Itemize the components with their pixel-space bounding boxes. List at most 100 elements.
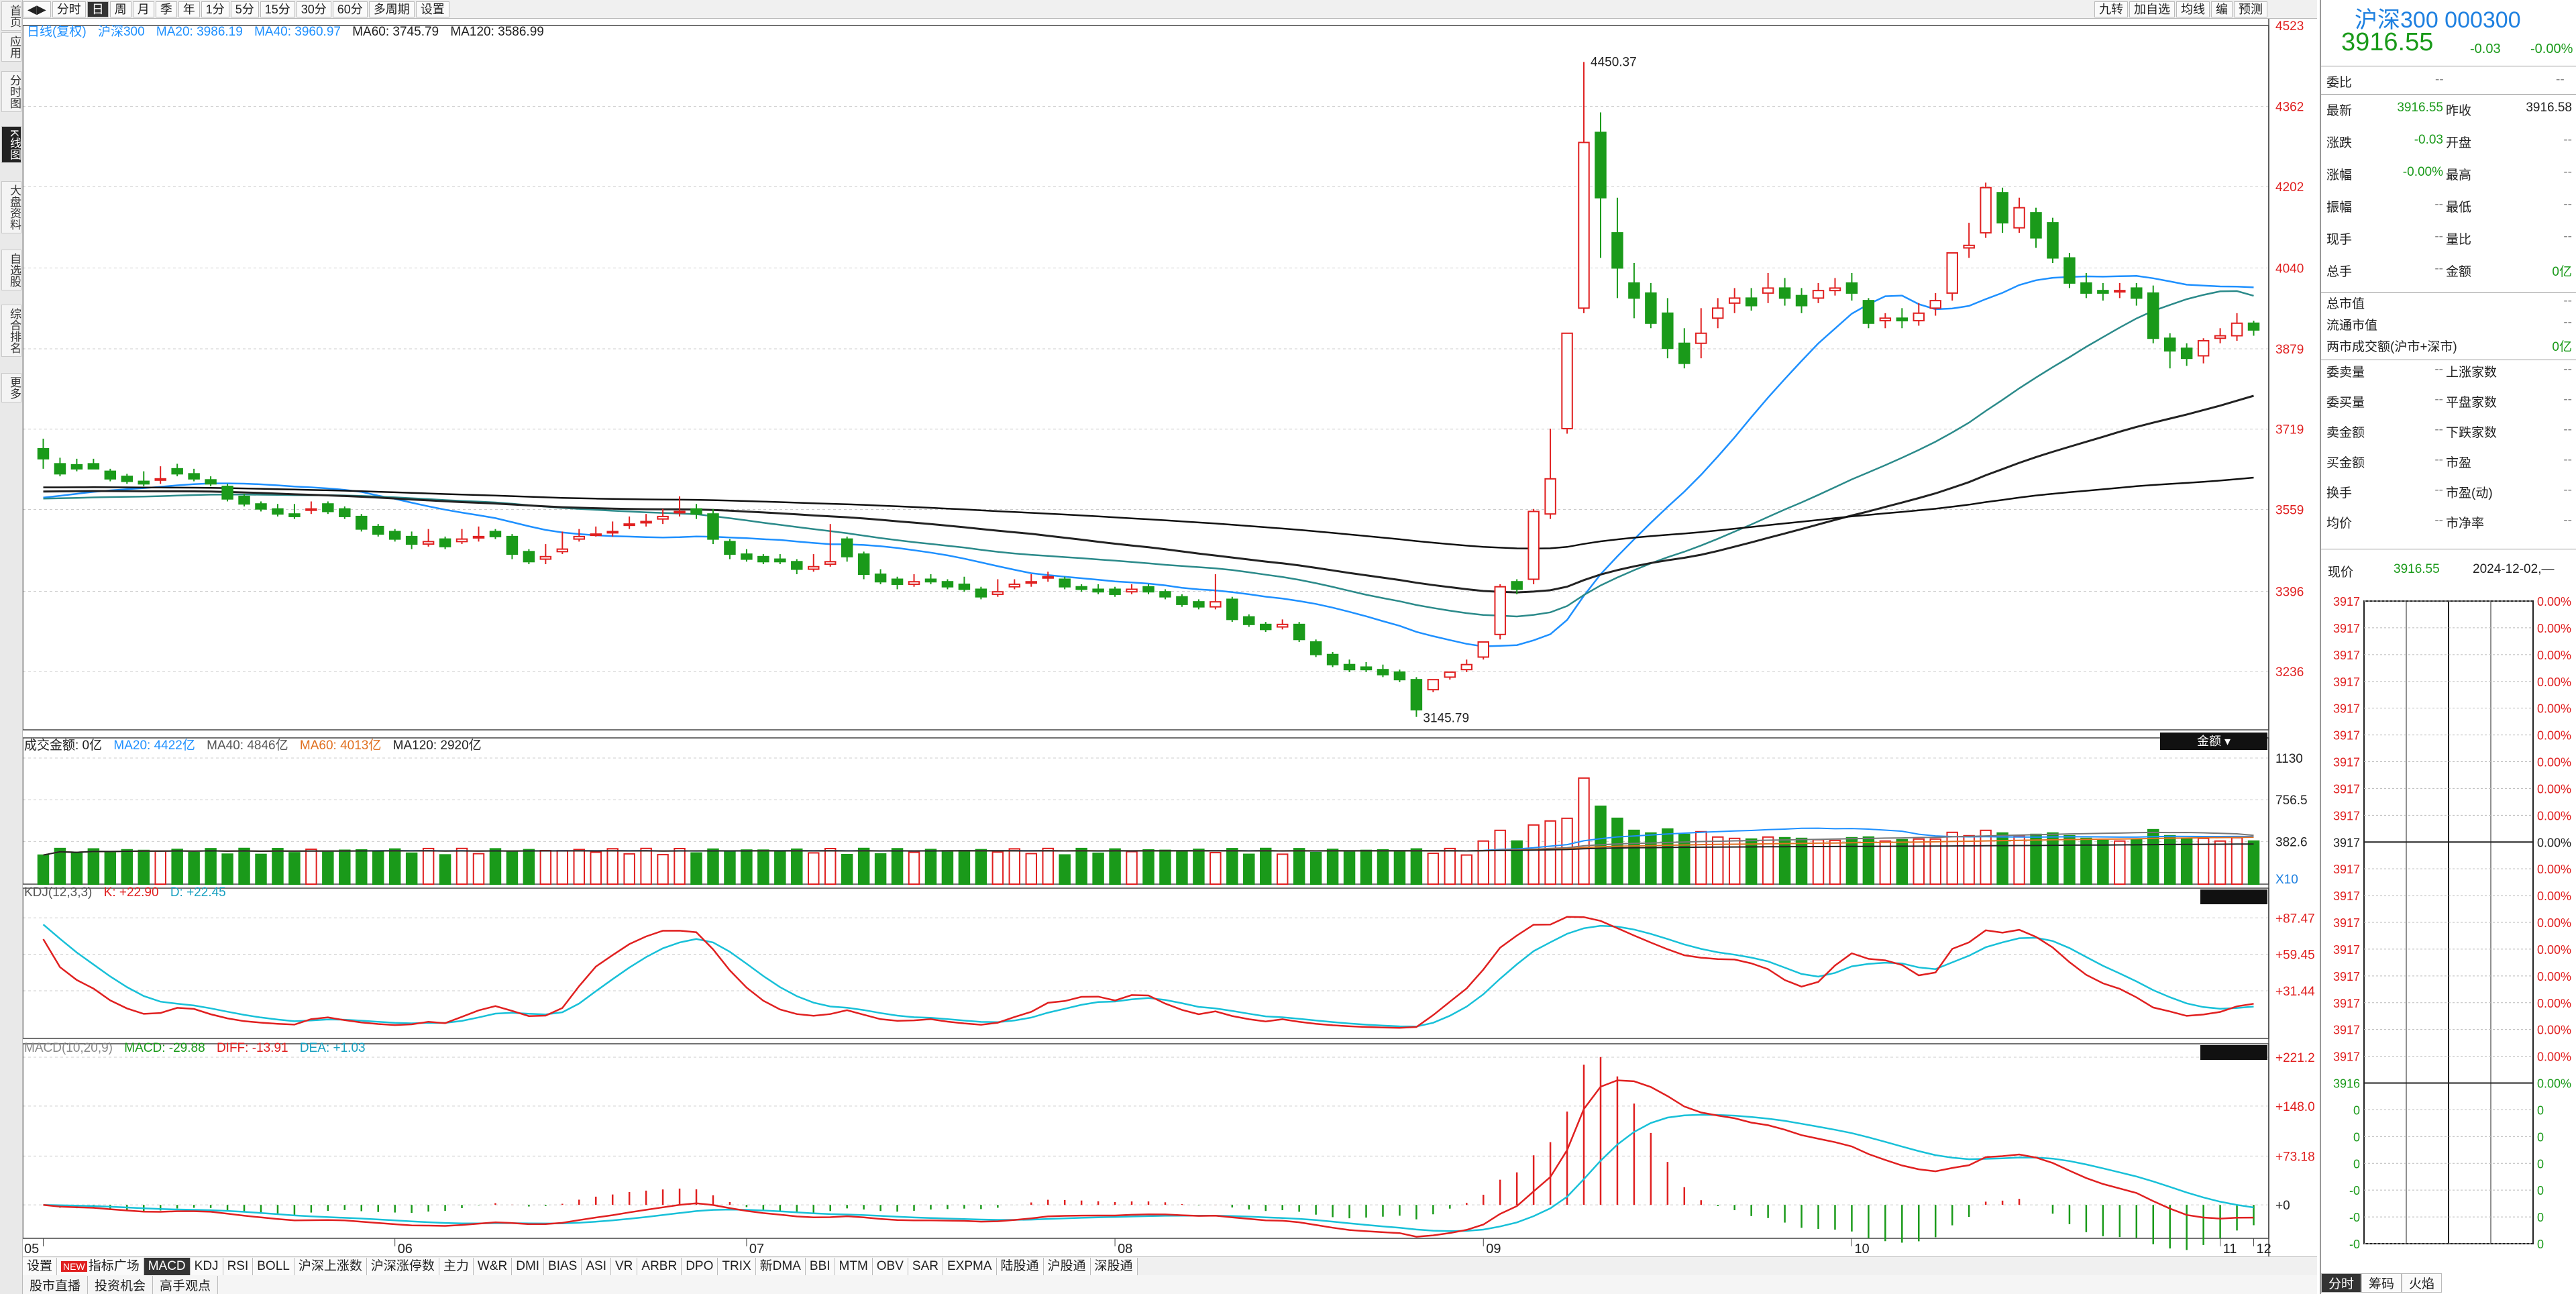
candle[interactable] (87, 458, 100, 470)
candle[interactable] (857, 551, 870, 580)
candle[interactable] (1343, 659, 1356, 672)
nav-back-arrow[interactable]: ◀▶ (23, 1, 51, 17)
period-tab-4[interactable]: 季 (155, 1, 177, 17)
candle[interactable] (2063, 253, 2076, 288)
candle[interactable] (590, 526, 602, 537)
candle[interactable] (1142, 584, 1155, 594)
kdj-param-button[interactable] (2200, 889, 2267, 904)
candle[interactable] (1008, 579, 1021, 590)
candle[interactable] (1427, 679, 1440, 692)
indicator-tab-16[interactable]: TRIX (718, 1257, 756, 1275)
top-tool-1[interactable]: 加自选 (2129, 1, 2175, 17)
indicator-tab-20[interactable]: OBV (872, 1257, 908, 1275)
candle[interactable] (1762, 272, 1774, 303)
candle[interactable] (556, 531, 569, 555)
candle[interactable] (724, 539, 736, 559)
candle[interactable] (891, 576, 904, 590)
indicator-tab-4[interactable]: RSI (223, 1257, 254, 1275)
top-tool-4[interactable]: 预测 (2234, 1, 2267, 17)
left-nav-item-3[interactable]: K线图 (1, 126, 21, 164)
candle[interactable] (1276, 619, 1289, 630)
candle[interactable] (2147, 285, 2159, 343)
candle[interactable] (2197, 338, 2210, 364)
period-tab-9[interactable]: 30分 (296, 1, 331, 17)
candle[interactable] (489, 529, 502, 539)
candle[interactable] (1628, 262, 1640, 319)
candle[interactable] (439, 536, 451, 549)
candle[interactable] (154, 466, 166, 484)
candle[interactable] (2097, 282, 2109, 301)
candle[interactable] (188, 468, 200, 482)
candle[interactable] (1259, 622, 1272, 633)
candle[interactable] (2180, 343, 2193, 366)
candle[interactable] (2013, 197, 2025, 233)
candle[interactable] (1075, 584, 1087, 592)
candle[interactable] (2080, 272, 2092, 299)
candle[interactable] (1678, 328, 1690, 369)
candle[interactable] (54, 457, 66, 477)
candle[interactable] (1494, 584, 1506, 640)
candle[interactable] (975, 586, 987, 600)
candle[interactable] (1243, 614, 1255, 627)
candle[interactable] (1778, 278, 1791, 306)
candle[interactable] (1309, 639, 1322, 657)
bottom-link-2[interactable]: 高手观点 (153, 1275, 219, 1294)
indicator-tab-9[interactable]: W&R (473, 1257, 513, 1275)
candle[interactable] (924, 574, 937, 584)
candle[interactable] (757, 554, 769, 565)
legend-label[interactable]: 日线(复权) (27, 25, 87, 39)
candle[interactable] (455, 529, 468, 545)
period-tab-11[interactable]: 多周期 (368, 1, 415, 17)
candle[interactable] (1159, 589, 1171, 600)
candle[interactable] (138, 471, 150, 487)
candle[interactable] (1444, 671, 1456, 680)
candle[interactable] (690, 504, 702, 519)
candle[interactable] (674, 496, 686, 517)
candle[interactable] (1611, 197, 1623, 299)
left-nav-item-4[interactable]: 大盘资料 (1, 181, 21, 233)
bottom-link-0[interactable]: 股市直播 (23, 1275, 89, 1294)
indicator-tab-19[interactable]: MTM (835, 1257, 873, 1275)
left-nav-item-6[interactable]: 综合排名 (1, 305, 21, 357)
candle[interactable] (1980, 182, 1992, 238)
indicator-tab-11[interactable]: BIAS (544, 1257, 582, 1275)
top-tool-0[interactable]: 九转 (2094, 1, 2128, 17)
period-tab-6[interactable]: 1分 (201, 1, 229, 17)
candle[interactable] (874, 569, 887, 584)
candle[interactable] (1126, 584, 1138, 594)
candle[interactable] (70, 458, 83, 472)
candle[interactable] (1109, 586, 1121, 597)
candle[interactable] (1595, 112, 1607, 258)
candle[interactable] (2114, 282, 2126, 299)
candle[interactable] (1210, 574, 1222, 610)
candle[interactable] (1544, 428, 1556, 519)
indicator-tab-23[interactable]: 陆股通 (996, 1257, 1044, 1275)
candle[interactable] (1913, 303, 1925, 326)
right-bottom-tab-2[interactable]: 火焰 (2402, 1273, 2443, 1293)
indicator-tab-25[interactable]: 深股通 (1090, 1257, 1138, 1275)
candle[interactable] (1511, 579, 1523, 594)
indicator-tab-24[interactable]: 沪股通 (1043, 1257, 1091, 1275)
left-nav-item-2[interactable]: 分时图 (1, 71, 21, 112)
indicator-tab-15[interactable]: DPO (682, 1257, 718, 1275)
indicator-tab-10[interactable]: DMI (512, 1257, 545, 1275)
period-tab-12[interactable]: 设置 (415, 1, 449, 17)
candle[interactable] (356, 514, 368, 532)
candle[interactable] (539, 544, 552, 565)
candle[interactable] (841, 536, 853, 562)
indicator-tab-6[interactable]: 沪深上涨数 (294, 1257, 367, 1275)
left-nav-item-5[interactable]: 自选股 (1, 250, 21, 290)
candle[interactable] (1561, 332, 1573, 434)
candle[interactable] (1360, 661, 1373, 672)
macd-param-button[interactable] (2200, 1045, 2267, 1060)
left-nav-item-1[interactable]: 应用 (1, 32, 21, 62)
period-tab-0[interactable]: 分时 (52, 1, 86, 17)
candle[interactable] (2030, 207, 2042, 248)
candle[interactable] (1862, 298, 1875, 329)
candle[interactable] (221, 484, 233, 502)
volume-unit-button[interactable]: 金额 ▾ (2160, 733, 2267, 750)
candle[interactable] (1042, 572, 1054, 582)
candle[interactable] (606, 521, 619, 537)
indicator-tab-13[interactable]: VR (610, 1257, 638, 1275)
candle[interactable] (1393, 669, 1406, 682)
